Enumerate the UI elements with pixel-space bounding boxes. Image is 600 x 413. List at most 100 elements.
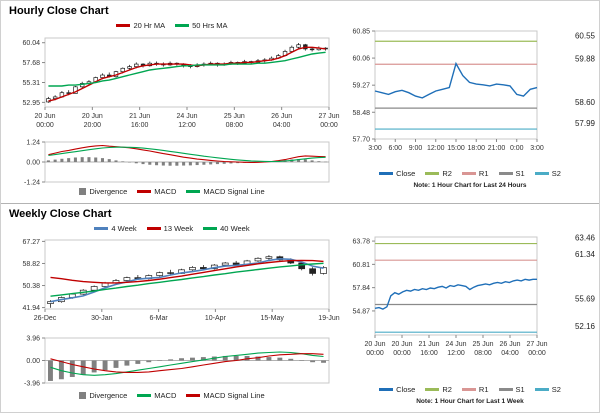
line-marker-icon (116, 24, 131, 27)
hourly-macd-legend: Divergence MACD MACD Signal Line (9, 187, 335, 196)
legend-item-s1: S1 (498, 169, 525, 178)
svg-text:26 Jun: 26 Jun (499, 341, 520, 348)
hourly-pivot-note: Note: 1 Hour Chart for Last 24 Hours (413, 182, 527, 189)
square-marker-icon (79, 188, 87, 195)
hourly-price-chart: 52.95 55.31 57.68 60.04 20 Jun 00:00 20 Jun 20:… (22, 37, 340, 129)
hourly-section-title: Hourly Close Chart (9, 5, 109, 17)
svg-text:3:00: 3:00 (368, 145, 382, 152)
svg-text:20 Jun: 20 Jun (34, 113, 55, 120)
weekly-price-legend: 4 Week 13 Week 40 Week (9, 224, 335, 233)
svg-text:58.48: 58.48 (352, 110, 370, 117)
svg-text:25 Jun: 25 Jun (472, 341, 493, 348)
svg-text:57.70: 57.70 (352, 137, 370, 144)
svg-text:3:00: 3:00 (530, 145, 544, 152)
legend-label: S2 (551, 385, 561, 394)
svg-text:67.27: 67.27 (22, 239, 40, 246)
line-marker-icon (425, 388, 440, 391)
line-marker-icon (137, 394, 152, 397)
svg-text:57.84: 57.84 (352, 285, 370, 292)
svg-text:16:00: 16:00 (420, 350, 438, 357)
line-marker-icon (534, 388, 549, 391)
line-marker-icon (186, 394, 201, 397)
svg-text:20 Jun: 20 Jun (391, 341, 412, 348)
legend-item-macd: MACD (137, 391, 176, 400)
svg-text:57.99: 57.99 (575, 119, 596, 128)
legend-label: Close (396, 169, 416, 178)
line-marker-icon (379, 388, 394, 391)
square-marker-icon (79, 392, 87, 399)
svg-text:58.60: 58.60 (575, 98, 596, 107)
legend-item-13-week: 13 Week (146, 224, 193, 233)
legend-label: 4 Week (111, 224, 137, 233)
svg-text:27 Jun: 27 Jun (318, 113, 339, 120)
svg-text:04:00: 04:00 (501, 350, 519, 357)
legend-label: R1 (478, 169, 489, 178)
svg-text:60.06: 60.06 (352, 56, 370, 63)
svg-text:41.94: 41.94 (22, 305, 40, 312)
weekly-section-title: Weekly Close Chart (9, 208, 112, 220)
weekly-pivot-chart: 63.46 61.34 55.69 52.16 63.78 60.81 57.84 54.87… (352, 234, 596, 357)
svg-text:12:00: 12:00 (178, 122, 196, 129)
hourly-pivot-legend: Close R2 R1 S1 S2 (341, 169, 599, 178)
line-marker-icon (425, 172, 440, 175)
svg-text:15-May: 15-May (261, 315, 285, 322)
legend-item-r2: R2 (425, 385, 452, 394)
svg-text:12:00: 12:00 (427, 145, 445, 152)
svg-text:55.69: 55.69 (575, 295, 596, 304)
legend-item-close: Close (379, 385, 415, 394)
svg-text:60.55: 60.55 (575, 31, 596, 40)
svg-text:00:00: 00:00 (393, 350, 411, 357)
svg-text:00:00: 00:00 (320, 122, 338, 129)
legend-label: R2 (442, 385, 452, 394)
legend-item-close: Close (379, 169, 415, 178)
legend-item-s2: S2 (534, 169, 561, 178)
legend-label: 50 Hrs MA (192, 21, 228, 30)
svg-text:21:00: 21:00 (488, 145, 506, 152)
line-marker-icon (137, 190, 152, 193)
svg-text:19-Jun: 19-Jun (318, 315, 340, 322)
svg-text:59.88: 59.88 (575, 54, 596, 63)
weekly-price-chart: 41.94 50.38 58.82 67.27 26-Dec 30-Jan 6-Mar 10-… (22, 239, 339, 322)
legend-item-divergence: Divergence (79, 187, 127, 196)
svg-text:-3.96: -3.96 (24, 381, 40, 388)
svg-text:00:00: 00:00 (528, 350, 546, 357)
line-marker-icon (175, 24, 190, 27)
svg-text:57.68: 57.68 (22, 60, 40, 67)
hourly-price-legend: 20 Hr MA 50 Hrs MA (9, 21, 335, 30)
legend-label: MACD Signal Line (203, 391, 265, 400)
svg-text:55.31: 55.31 (22, 80, 40, 87)
svg-text:24 Jun: 24 Jun (445, 341, 466, 348)
legend-label: Divergence (89, 391, 128, 400)
line-marker-icon (534, 172, 549, 175)
svg-text:-1.24: -1.24 (24, 180, 40, 187)
svg-text:59.27: 59.27 (352, 83, 370, 90)
hourly-macd-chart: 1.24 0.00 -1.24 (24, 140, 330, 187)
weekly-macd-chart: 3.96 0.00 -3.96 (24, 336, 330, 388)
legend-label: MACD Signal Line (203, 187, 265, 196)
svg-text:15:00: 15:00 (447, 145, 465, 152)
section-divider (1, 203, 599, 204)
legend-item-20-hr-ma: 20 Hr MA (116, 21, 165, 30)
legend-item-macd: MACD (137, 187, 176, 196)
legend-label: R1 (478, 385, 489, 394)
svg-text:08:00: 08:00 (226, 122, 244, 129)
legend-item-s1: S1 (498, 385, 525, 394)
svg-text:21 Jun: 21 Jun (129, 113, 150, 120)
svg-text:52.16: 52.16 (575, 322, 596, 331)
legend-item-s2: S2 (534, 385, 561, 394)
svg-text:21 Jun: 21 Jun (418, 341, 439, 348)
svg-text:10-Apr: 10-Apr (205, 315, 227, 322)
legend-item-divergence: Divergence (79, 391, 127, 400)
svg-text:0:00: 0:00 (510, 145, 524, 152)
legend-item-macd-signal-line: MACD Signal Line (186, 187, 265, 196)
legend-item-r1: R1 (461, 169, 489, 178)
line-marker-icon (461, 388, 476, 391)
weekly-pivot-note: Note: 1 Hour Chart for Last 1 Week (416, 398, 524, 405)
line-marker-icon (146, 227, 161, 230)
svg-text:27 Jun: 27 Jun (526, 341, 547, 348)
line-marker-icon (203, 227, 218, 230)
legend-label: MACD (154, 187, 177, 196)
svg-text:20 Jun: 20 Jun (82, 113, 103, 120)
legend-item-macd-signal-line: MACD Signal Line (186, 391, 265, 400)
